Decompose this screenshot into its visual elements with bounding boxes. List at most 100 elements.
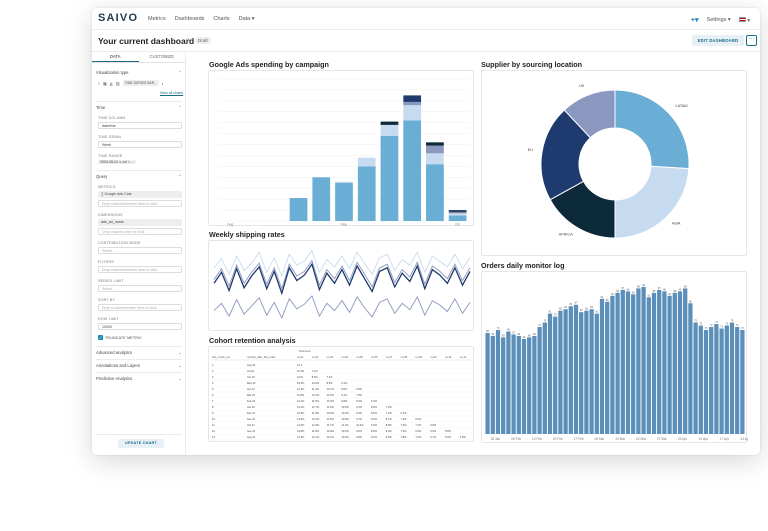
table-cell: 14.2% <box>297 405 305 409</box>
settings-menu[interactable]: Settings ▾ <box>706 17 731 23</box>
advanced-analytics-section[interactable]: Advanced analytics ⌄ <box>96 350 182 355</box>
sort-by-field[interactable]: Drop a column/metric here or click <box>98 304 182 311</box>
bar <box>568 306 573 434</box>
table-cell: 7 <box>212 399 214 403</box>
column-header: m+11 <box>445 355 452 359</box>
data-label: 98 <box>684 285 687 288</box>
row-limit-select[interactable]: 10000 <box>98 323 182 330</box>
column-header: first_month_cal <box>212 355 230 359</box>
chevron-up-icon[interactable]: ⌃ <box>178 105 182 110</box>
bar-segment <box>448 212 467 214</box>
table-cell: 6.5% <box>430 423 437 427</box>
table-cell: Jul 22 <box>247 369 254 373</box>
chevron-down-icon[interactable]: ⌄ <box>178 363 182 368</box>
row-limit-label: ROW LIMIT <box>98 317 119 321</box>
x-tick-label: 06 Feb <box>511 437 521 441</box>
field-value: datetime <box>102 124 116 128</box>
metric-chip[interactable]: ∑ Google Ads Cost <box>98 191 182 198</box>
more-options-button[interactable]: ··· <box>746 35 757 46</box>
table-cell: 13.1% <box>297 399 305 403</box>
chevron-up-icon[interactable]: ⌃ <box>178 70 182 75</box>
line-chart-icon[interactable]: ⌇ <box>98 80 100 86</box>
data-label: 65 <box>528 334 531 337</box>
tab-customize[interactable]: CUSTOMIZE <box>149 54 175 59</box>
series-line <box>213 262 471 296</box>
truncate-metric-checkbox[interactable]: ✓ <box>98 335 103 340</box>
data-label: 91 <box>601 296 604 299</box>
dimensions-label: DIMENSIONS <box>98 213 123 217</box>
visualization-type-section[interactable]: Visualization type ⌃ <box>96 70 182 75</box>
area-chart-icon[interactable]: ◭ <box>109 80 113 86</box>
contribution-mode-select[interactable]: Select ... <box>98 247 182 254</box>
edit-dashboard-button[interactable]: EDIT DASHBOARD <box>692 35 744 46</box>
bar <box>646 297 651 434</box>
update-chart-button[interactable]: UPDATE CHART <box>118 439 164 448</box>
dashboard-title[interactable]: Your current dashboard <box>98 36 195 46</box>
bar <box>688 303 693 434</box>
nav-data[interactable]: Data ▾ <box>238 16 255 22</box>
annotations-section[interactable]: Annotations and Layers ⌄ <box>96 363 182 368</box>
data-label: 93 <box>611 293 614 296</box>
nav-dashboards[interactable]: Dashboards <box>174 16 205 22</box>
table-cell: 8.1% <box>386 417 393 421</box>
bar <box>615 292 620 434</box>
table-icon[interactable]: ▦ <box>102 80 107 86</box>
table-cell: 9.4% <box>356 411 363 415</box>
time-grain-select[interactable]: Week <box>98 141 182 148</box>
table-cell: 1 <box>212 363 214 367</box>
table-cell: Jun 22 <box>247 375 255 379</box>
data-label: 83 <box>559 308 562 311</box>
metrics-drop-zone[interactable]: Drop columns/metrics here or click <box>98 200 182 207</box>
metrics-label: METRICS <box>98 185 116 189</box>
us-flag-icon[interactable]: ▾ <box>738 16 750 24</box>
bar <box>672 292 677 434</box>
table-cell: 11.2% <box>312 387 320 391</box>
column-header: m+02 <box>312 355 319 359</box>
cohort-table-panel: Retention first_month_cal number_after_fir… <box>208 346 474 442</box>
bar-segment <box>403 101 422 106</box>
filters-drop-zone[interactable]: Drop columns/metrics here or click <box>98 266 182 273</box>
table-cell: 9.1% <box>341 393 348 397</box>
tab-data[interactable]: DATA <box>92 52 139 62</box>
bar <box>657 289 662 434</box>
chevron-down-icon[interactable]: ⌄ <box>178 376 182 381</box>
nav-charts[interactable]: Charts <box>213 16 230 22</box>
view-all-charts-link[interactable]: View all charts <box>160 91 184 95</box>
x-tick-label: 27 Mar <box>657 437 668 441</box>
x-tick-label: 20 Feb <box>553 437 563 441</box>
selected-viz-chip[interactable]: TIME-SERIES BAR... <box>122 80 159 86</box>
chevron-up-icon[interactable]: ⌃ <box>178 174 182 179</box>
dimensions-drop-zone[interactable]: Drop columns here or click <box>98 228 182 235</box>
bar-chart-icon[interactable]: ▥ <box>115 80 120 86</box>
data-label: 65 <box>502 334 505 337</box>
table-cell: 7.3% <box>386 405 393 409</box>
table-cell: 8.8% <box>371 429 378 433</box>
table-cell: 7.5% <box>356 393 363 397</box>
time-range-chip[interactable]: 2003-06-01 ≤ col < ... <box>98 160 137 164</box>
column-header: m+12 <box>460 355 467 359</box>
table-cell: 12.4% <box>312 393 320 397</box>
data-label: 71 <box>720 326 723 329</box>
predictive-analytics-section[interactable]: Predictive Analytics ⌄ <box>96 376 182 381</box>
nav-metrics[interactable]: Metrics <box>148 16 166 22</box>
ads-chart-title: Google Ads spending by campaign <box>209 60 329 69</box>
data-label: 92 <box>647 294 650 297</box>
column-header: m+09 <box>415 355 422 359</box>
query-section[interactable]: Query ⌃ <box>96 174 182 179</box>
table-cell: 10.8% <box>341 417 349 421</box>
orders-chart-title: Orders daily monitor log <box>481 261 565 270</box>
table-cell: 13.6% <box>297 417 305 421</box>
bar <box>573 304 579 434</box>
x-tick-label: 13 Feb <box>532 437 542 441</box>
plus-icon[interactable]: +▾ <box>690 17 699 24</box>
app-logo[interactable]: SAIVO <box>98 12 139 24</box>
series-limit-select[interactable]: Select ... <box>98 285 182 292</box>
bar-segment <box>448 213 467 216</box>
time-section[interactable]: Time ⌃ <box>96 105 182 110</box>
dimension-chip[interactable]: ads_ad_name <box>98 219 182 226</box>
grid-icon[interactable]: ▪ <box>162 80 164 86</box>
chevron-down-icon[interactable]: ⌄ <box>178 350 182 355</box>
star-icon[interactable]: ☆ <box>185 37 192 44</box>
time-column-field[interactable]: datetime <box>98 122 182 129</box>
bar-segment <box>335 182 353 221</box>
